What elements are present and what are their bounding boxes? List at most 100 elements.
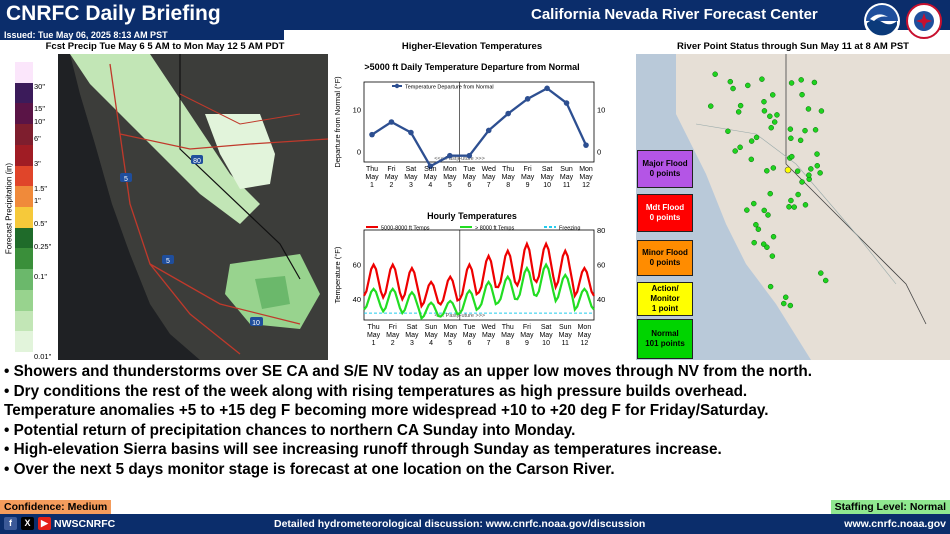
river-point-normal[interactable] (818, 270, 824, 276)
river-point-normal[interactable] (735, 109, 742, 115)
river-point-normal[interactable] (802, 202, 809, 208)
river-point-normal[interactable] (759, 76, 765, 82)
river-point-normal[interactable] (814, 163, 821, 169)
river-point-normal[interactable] (781, 300, 787, 307)
river-point-normal[interactable] (794, 168, 801, 174)
facebook-icon[interactable]: f (4, 517, 17, 530)
river-point-normal[interactable] (725, 128, 731, 135)
river-point-normal[interactable] (806, 172, 812, 178)
river-point-normal[interactable] (761, 98, 767, 105)
river-point-normal[interactable] (765, 212, 771, 218)
river-point-normal[interactable] (786, 204, 792, 210)
river-point-normal[interactable] (768, 124, 774, 131)
river-point-normal[interactable] (751, 239, 757, 246)
river-point-normal[interactable] (751, 200, 757, 207)
hourly-ytick-right: 80 (597, 226, 605, 235)
river-point-normal[interactable] (788, 135, 794, 142)
hourly-plot-frame (363, 229, 595, 321)
river-point-normal[interactable] (818, 108, 825, 114)
river-point-normal[interactable] (799, 179, 805, 185)
river-point-normal[interactable] (730, 85, 736, 92)
daily-xtick-label: 8 (506, 182, 510, 189)
river-point-normal[interactable] (805, 106, 812, 112)
river-point-normal[interactable] (797, 137, 804, 144)
river-point-normal[interactable] (748, 138, 755, 144)
river-point-normal[interactable] (767, 283, 774, 290)
river-point-normal[interactable] (712, 71, 718, 77)
status-box-normal: Normal 101 points (637, 319, 693, 359)
highway-shield-5-south: 5 (162, 255, 174, 265)
hourly-xtick-label: May (539, 332, 553, 339)
river-point-normal[interactable] (789, 153, 795, 160)
river-point-normal[interactable] (760, 241, 767, 247)
river-point-normal[interactable] (737, 144, 743, 151)
x-icon[interactable]: X (21, 517, 34, 530)
river-point-normal[interactable] (707, 103, 714, 109)
youtube-icon[interactable]: ▶ (38, 517, 51, 530)
river-point-normal[interactable] (767, 190, 773, 197)
river-point-normal[interactable] (771, 119, 778, 125)
precip-legend: Forecast Precipitation (in) 30" 15" 10" 6" 3… (0, 54, 58, 360)
discussion-link[interactable]: Detailed hydrometeorological discussion:… (274, 518, 646, 530)
river-point-normal[interactable] (764, 168, 770, 174)
daily-xtick-label: 9 (526, 182, 530, 189)
river-point-normal[interactable] (761, 207, 767, 214)
hourly-legend-item: 5000-8000 ft Temps (366, 226, 430, 232)
river-point-normal[interactable] (799, 91, 805, 98)
river-point-normal[interactable] (761, 108, 768, 114)
social-handle[interactable]: NWSCNRFC (54, 518, 116, 530)
legend-swatch (15, 124, 33, 146)
river-point-normal[interactable] (767, 113, 773, 120)
river-point-normal[interactable] (788, 80, 795, 86)
daily-ytick-right: 10 (597, 105, 605, 114)
river-point-normal[interactable] (770, 233, 777, 240)
river-point-normal[interactable] (727, 78, 734, 85)
river-point-normal[interactable] (744, 207, 750, 213)
river-point-normal[interactable] (774, 112, 780, 118)
river-point-normal[interactable] (791, 204, 797, 210)
river-point-normal[interactable] (817, 170, 823, 176)
river-point-normal[interactable] (808, 166, 814, 172)
daily-departure-point (427, 163, 434, 170)
daily-ylabel: Departure from Normal (°F) (333, 76, 342, 168)
footer-bar: f X ▶ NWSCNRFC Detailed hydrometeorologi… (0, 514, 950, 534)
river-point-normal[interactable] (812, 127, 819, 133)
daily-xtick-label: Sat (406, 166, 417, 173)
river-point-normal[interactable] (787, 126, 794, 132)
bullet-3: • Potential return of precipitation chan… (4, 421, 576, 439)
daily-departure-point (485, 127, 492, 134)
river-point-normal[interactable] (737, 102, 744, 109)
daily-xtick-label: Fri (524, 166, 533, 173)
hourly-xtick-label: 3 (410, 340, 414, 347)
river-point-normal[interactable] (798, 77, 804, 83)
river-point-normal[interactable] (745, 82, 751, 89)
hourly-legend-item: Freezing (544, 226, 580, 232)
website-link[interactable]: www.cnrfc.noaa.gov (844, 518, 946, 530)
river-point-normal[interactable] (814, 151, 820, 157)
precip-axis-label: Forecast Precipitation (in) (4, 162, 14, 255)
daily-xtick-label: May (540, 174, 554, 181)
highway-shield-10: 10 (250, 317, 263, 327)
status-category-count: 0 points (649, 258, 681, 267)
river-point-normal[interactable] (822, 277, 829, 284)
river-point-normal[interactable] (753, 221, 759, 228)
river-point-normal[interactable] (755, 226, 762, 233)
river-point-normal[interactable] (732, 148, 738, 154)
river-point-normal[interactable] (753, 134, 760, 141)
legend-swatch (15, 289, 33, 312)
river-point-normal[interactable] (748, 156, 755, 163)
river-point-normal[interactable] (770, 165, 777, 171)
legend-swatch (15, 103, 33, 125)
daily-xtick-label: Sun (560, 166, 573, 173)
river-point-normal[interactable] (782, 294, 789, 301)
river-point-normal[interactable] (788, 197, 794, 204)
river-point-normal[interactable] (769, 92, 776, 98)
river-point-monitor[interactable] (784, 166, 792, 174)
river-point-normal[interactable] (787, 302, 794, 309)
river-point-normal[interactable] (811, 79, 818, 86)
river-point-normal[interactable] (769, 253, 776, 259)
river-point-normal[interactable] (802, 127, 808, 134)
daily-xtick-label: Mon (443, 166, 457, 173)
river-point-normal[interactable] (795, 191, 801, 198)
daily-xtick-label: 10 (543, 182, 551, 189)
